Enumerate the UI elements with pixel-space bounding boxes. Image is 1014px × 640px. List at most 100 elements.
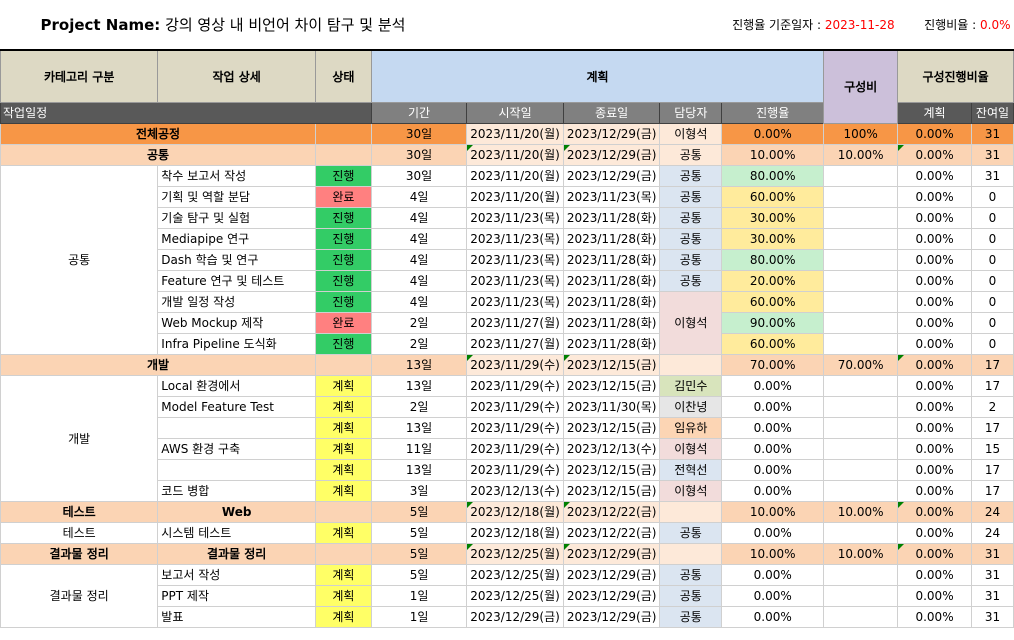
progress-cell[interactable]: 0.00% <box>721 521 825 544</box>
start-cell[interactable]: 2023/12/13(수) <box>466 479 564 502</box>
task-row[interactable]: AWS 환경 구축 계획 11일 2023/11/29(수) 2023/12/13(수)… <box>1 437 1014 460</box>
header-plan[interactable]: 계획 <box>370 49 825 103</box>
period-cell[interactable]: 4일 <box>370 185 468 208</box>
end-cell[interactable]: 2023/12/29(금) <box>562 164 661 187</box>
task-row[interactable]: 공통 착수 보고서 작성 진행 30일 2023/11/20(월) 2023/12/29(… <box>0 164 1014 355</box>
progress-cell[interactable]: 0.00% <box>721 437 825 460</box>
category-cell[interactable]: 테스트 <box>0 521 159 544</box>
status-cell[interactable]: 진행 <box>315 227 372 250</box>
comp-cell[interactable] <box>823 227 899 250</box>
status-cell[interactable]: 계획 <box>315 521 372 544</box>
owner-cell[interactable]: 공통 <box>659 563 723 586</box>
plan-cell[interactable]: 0.00% <box>897 437 972 460</box>
section-label[interactable]: 공통 <box>0 143 317 166</box>
task-row[interactable]: 테스트 시스템 테스트 계획 5일 2023/12/18(월) 2023/12/22(금)… <box>0 521 1014 544</box>
task-name[interactable] <box>157 416 317 439</box>
period-cell[interactable]: 11일 <box>370 437 468 460</box>
start-cell[interactable]: 2023/11/20(월) <box>466 164 564 187</box>
owner-cell[interactable]: 김민수 <box>659 374 723 397</box>
task-row[interactable]: 계획 13일 2023/11/29(수) 2023/12/15(금) 임유하 0.00% 0… <box>1 416 1014 439</box>
section-row[interactable]: 개발 13일 2023/11/29(수) 2023/12/15(금) 70.00% 70.… <box>0 353 1014 376</box>
progress-cell[interactable]: 90.00% <box>721 311 825 334</box>
task-name[interactable]: 착수 보고서 작성 <box>157 164 317 187</box>
task-row[interactable]: 결과물 정리 보고서 작성 계획 5일 2023/12/25(월) 2023/12/29(… <box>0 563 1014 628</box>
owner-cell[interactable]: 공통 <box>659 521 723 544</box>
section-period[interactable]: 30일 <box>370 143 468 166</box>
plan-cell[interactable]: 0.00% <box>897 374 972 397</box>
status-cell[interactable]: 계획 <box>315 437 372 460</box>
period-cell[interactable]: 4일 <box>370 248 468 271</box>
task-row[interactable]: Infra Pipeline 도식화 진행 2일 2023/11/27(월) 2023/… <box>1 332 1014 355</box>
task-name[interactable]: AWS 환경 구축 <box>157 437 317 460</box>
progress-cell[interactable]: 60.00% <box>721 332 825 355</box>
remain-cell[interactable]: 0 <box>970 227 1014 250</box>
period-cell[interactable]: 1일 <box>370 605 468 628</box>
remain-cell[interactable]: 17 <box>970 416 1014 439</box>
status-cell[interactable]: 진행 <box>315 206 372 229</box>
start-cell[interactable]: 2023/11/23(목) <box>466 269 564 292</box>
period-cell[interactable]: 4일 <box>370 269 468 292</box>
start-cell[interactable]: 2023/11/20(월) <box>466 185 564 208</box>
status-cell[interactable]: 계획 <box>315 458 372 481</box>
sub-start[interactable]: 시작일 <box>466 101 564 124</box>
owner-cell[interactable]: 이찬녕 <box>659 395 723 418</box>
task-name[interactable]: Mediapipe 연구 <box>157 227 317 250</box>
period-cell[interactable]: 5일 <box>370 521 468 544</box>
status-cell[interactable]: 계획 <box>315 563 372 586</box>
comp-cell[interactable] <box>823 605 899 628</box>
start-cell[interactable]: 2023/11/23(목) <box>466 290 564 313</box>
task-name[interactable]: 발표 <box>157 605 317 628</box>
owner-cell[interactable]: 이형석 <box>659 437 723 460</box>
end-cell[interactable]: 2023/12/29(금) <box>562 605 661 628</box>
progress-cell[interactable]: 80.00% <box>721 164 825 187</box>
plan-cell[interactable]: 0.00% <box>897 605 972 628</box>
section-plan[interactable]: 0.00% <box>897 542 972 565</box>
status-cell[interactable]: 진행 <box>315 332 372 355</box>
section-comp[interactable]: 10.00% <box>823 500 899 523</box>
total-plan[interactable]: 0.00% <box>897 122 972 145</box>
end-cell[interactable]: 2023/11/28(화) <box>562 332 661 355</box>
progress-cell[interactable]: 60.00% <box>721 290 825 313</box>
section-end[interactable]: 2023/12/29(금) <box>562 143 661 166</box>
period-cell[interactable]: 3일 <box>370 479 468 502</box>
section-start[interactable]: 2023/12/25(월) <box>466 542 564 565</box>
category-cell[interactable]: 공통 <box>0 164 159 355</box>
start-cell[interactable]: 2023/11/29(수) <box>466 458 564 481</box>
remain-cell[interactable]: 31 <box>970 164 1014 187</box>
status-cell[interactable]: 진행 <box>315 269 372 292</box>
status-cell[interactable]: 계획 <box>315 395 372 418</box>
end-cell[interactable]: 2023/11/28(화) <box>562 227 661 250</box>
section-start[interactable]: 2023/11/29(수) <box>466 353 564 376</box>
end-cell[interactable]: 2023/11/28(화) <box>562 248 661 271</box>
remain-cell[interactable]: 31 <box>970 605 1014 628</box>
section-period[interactable]: 5일 <box>370 500 468 523</box>
owner-cell[interactable]: 임유하 <box>659 416 723 439</box>
progress-cell[interactable]: 0.00% <box>721 563 825 586</box>
remain-cell[interactable]: 17 <box>970 458 1014 481</box>
task-name[interactable]: Dash 학습 및 연구 <box>157 248 317 271</box>
end-cell[interactable]: 2023/12/15(금) <box>562 374 661 397</box>
progress-cell[interactable]: 0.00% <box>721 374 825 397</box>
total-row[interactable]: 전체공정 30일 2023/11/20(월) 2023/12/29(금) 이형석… <box>0 122 1014 145</box>
task-name[interactable]: 기술 탐구 및 실험 <box>157 206 317 229</box>
owner-cell[interactable]: 공통 <box>659 164 723 187</box>
plan-cell[interactable]: 0.00% <box>897 479 972 502</box>
progress-cell[interactable]: 60.00% <box>721 185 825 208</box>
comp-cell[interactable] <box>823 458 899 481</box>
plan-cell[interactable]: 0.00% <box>897 395 972 418</box>
plan-cell[interactable]: 0.00% <box>897 206 972 229</box>
comp-cell[interactable] <box>823 521 899 544</box>
comp-cell[interactable] <box>823 290 899 313</box>
plan-cell[interactable]: 0.00% <box>897 521 972 544</box>
comp-cell[interactable] <box>823 332 899 355</box>
section-start[interactable]: 2023/12/18(월) <box>466 500 564 523</box>
comp-cell[interactable] <box>823 416 899 439</box>
section-comp[interactable]: 70.00% <box>823 353 899 376</box>
end-cell[interactable]: 2023/11/28(화) <box>562 311 661 334</box>
start-cell[interactable]: 2023/11/23(목) <box>466 227 564 250</box>
owner-cell[interactable]: 공통 <box>659 269 723 292</box>
section-status[interactable] <box>315 143 372 166</box>
comp-cell[interactable] <box>823 248 899 271</box>
status-cell[interactable]: 계획 <box>315 374 372 397</box>
end-cell[interactable]: 2023/12/29(금) <box>562 584 661 607</box>
